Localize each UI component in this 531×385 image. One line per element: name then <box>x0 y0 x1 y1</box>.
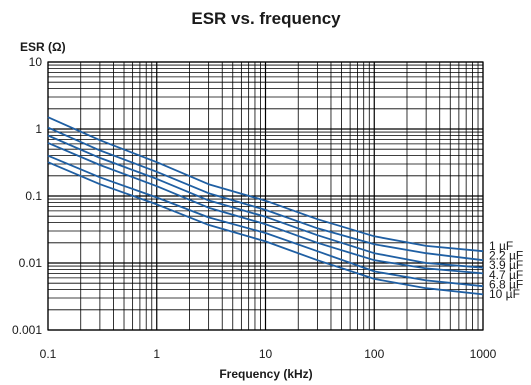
chart-title: ESR vs. frequency <box>191 9 341 28</box>
x-tick-label: 100 <box>364 347 384 361</box>
legend-label: 10 µF <box>489 287 520 301</box>
y-tick-label: 10 <box>29 55 43 69</box>
y-axis-label: ESR (Ω) <box>20 40 66 54</box>
legend-label: 3.9 µF <box>489 258 523 272</box>
y-tick-label: 0.1 <box>25 189 42 203</box>
tick-labels: 0.1 1 10 100 1000 0.001 0.01 0.1 1 10 <box>12 55 497 361</box>
legend-label: 1 µF <box>489 239 513 253</box>
x-tick-label: 10 <box>259 347 273 361</box>
y-tick-label: 0.001 <box>12 323 42 337</box>
legend-label: 2.2 µF <box>489 249 523 263</box>
y-tick-label: 0.01 <box>19 256 43 270</box>
series-line <box>47 126 484 262</box>
grid <box>47 61 484 331</box>
series-line <box>47 134 484 269</box>
legend-label: 6.8 µF <box>489 277 523 291</box>
series-line <box>47 154 484 288</box>
plot-frame <box>47 61 484 331</box>
x-axis-label: Frequency (kHz) <box>219 367 312 381</box>
x-tick-label: 1 <box>153 347 160 361</box>
series-line <box>47 116 484 253</box>
x-tick-label: 1000 <box>470 347 497 361</box>
series-line <box>47 161 484 296</box>
y-tick-label: 1 <box>35 122 42 136</box>
legend-label: 4.7 µF <box>489 268 523 282</box>
x-tick-label: 0.1 <box>40 347 57 361</box>
series-lines <box>47 116 484 296</box>
series-line <box>47 142 484 275</box>
